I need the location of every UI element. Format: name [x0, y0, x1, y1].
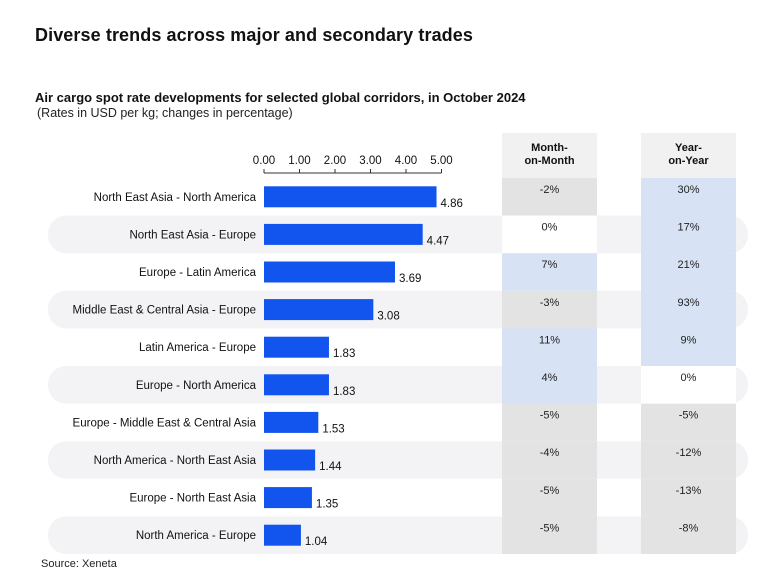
- table-cell: [641, 215, 736, 254]
- bar-value-label: 1.35: [316, 499, 338, 511]
- bar: [264, 374, 329, 396]
- bar-value-label: 1.04: [305, 536, 328, 548]
- table-cell-value: 17%: [677, 222, 699, 234]
- category-label: North East Asia - Europe: [129, 229, 256, 241]
- table-cell-value: -12%: [676, 447, 702, 459]
- bar: [264, 449, 316, 471]
- table-cell-value: 11%: [539, 334, 560, 346]
- table-cell: [641, 178, 736, 216]
- page-title: Diverse trends across major and secondar…: [35, 25, 473, 45]
- table-cell: [641, 516, 736, 554]
- table-cell-value: -3%: [540, 297, 560, 309]
- bar: [264, 524, 301, 546]
- table-cell-value: -13%: [676, 485, 702, 497]
- table-cell-value: 0%: [542, 222, 558, 234]
- bar: [264, 336, 329, 358]
- category-label: North East Asia - North America: [94, 192, 257, 204]
- table-header-label: Year-: [675, 142, 702, 154]
- table-header-label: on-Month: [524, 155, 574, 167]
- bar: [264, 411, 319, 433]
- table-cell: [641, 478, 736, 517]
- table-cell-value: 21%: [677, 259, 699, 271]
- table-cell-value: -5%: [679, 410, 699, 422]
- table-cell-value: -5%: [540, 522, 560, 534]
- table-cell-value: 7%: [542, 259, 558, 271]
- bar: [264, 261, 395, 283]
- table-cell: [502, 215, 597, 254]
- chart-subtitle: (Rates in USD per kg; changes in percent…: [37, 106, 293, 120]
- bar-value-label: 1.83: [333, 386, 355, 398]
- table-header-cell: [641, 133, 736, 178]
- bar: [264, 186, 437, 208]
- category-label: Europe - Latin America: [139, 267, 257, 279]
- table-cell-value: -5%: [540, 485, 560, 497]
- x-tick-label: 0.00: [253, 155, 275, 167]
- table-cell-value: -2%: [540, 184, 560, 196]
- table-cell-value: 30%: [677, 184, 699, 196]
- table-cell: [502, 290, 597, 329]
- table-header-label: on-Year: [668, 155, 709, 167]
- change-table: -2% 0% 7% -3% 11% 4% -5% -4% -5% -5% 30% 17% 21% 93% 9…: [502, 178, 736, 554]
- bar-value-label: 1.53: [322, 423, 344, 435]
- bar-value-label: 4.47: [427, 235, 449, 247]
- table-cell: [502, 516, 597, 554]
- table-cell: [502, 403, 597, 442]
- table-cell-value: -4%: [540, 447, 560, 459]
- table-cell: [641, 328, 736, 366]
- bar-value-label: 3.08: [377, 311, 399, 323]
- table-cell: [502, 328, 597, 366]
- x-tick-label: 2.00: [324, 155, 346, 167]
- category-label: Europe - North America: [136, 380, 257, 392]
- category-labels: North East Asia - North America North Eas…: [73, 192, 257, 542]
- bar: [264, 299, 374, 321]
- bars: 4.86 4.47 3.69 3.08 1.83 1.83 1.53 1.44 1.35 1.04: [264, 186, 463, 548]
- category-label: Europe - North East Asia: [129, 493, 256, 505]
- chart-title: Air cargo spot rate developments for sel…: [35, 90, 526, 105]
- table-cell: [641, 403, 736, 442]
- bar-value-label: 1.44: [319, 461, 342, 473]
- table-cell: [641, 366, 736, 404]
- table-cell-value: 93%: [677, 297, 699, 309]
- bar: [264, 487, 312, 509]
- table-cell: [502, 253, 597, 291]
- table-cell: [641, 253, 736, 291]
- category-label: Middle East & Central Asia - Europe: [73, 305, 256, 317]
- table-cell-value: -8%: [679, 522, 699, 534]
- x-tick-label: 4.00: [395, 155, 417, 167]
- bar-value-label: 4.86: [441, 198, 463, 210]
- category-label: North America - Europe: [136, 530, 256, 542]
- category-label: Latin America - Europe: [139, 342, 256, 354]
- table-cell-value: -5%: [540, 410, 560, 422]
- bar: [264, 223, 423, 245]
- table-cell: [641, 290, 736, 329]
- table-cell: [502, 366, 597, 404]
- table-cell-value: 4%: [542, 372, 558, 384]
- table-cell-value: 9%: [681, 334, 697, 346]
- x-axis: 0.00 1.00 2.00 3.00 4.00 5.00: [253, 155, 453, 174]
- category-label: North America - North East Asia: [94, 455, 257, 467]
- bar-value-label: 3.69: [399, 273, 421, 285]
- x-tick-label: 3.00: [359, 155, 381, 167]
- bar-value-label: 1.83: [333, 348, 355, 360]
- change-table-headers: Month-on-Month Year-on-Year: [502, 133, 736, 178]
- category-label: Europe - Middle East & Central Asia: [73, 417, 257, 429]
- table-cell: [641, 441, 736, 479]
- table-header-cell: [502, 133, 597, 178]
- table-cell: [502, 178, 597, 216]
- table-cell: [502, 478, 597, 517]
- table-header-label: Month-: [531, 142, 568, 154]
- x-tick-label: 5.00: [430, 155, 452, 167]
- source-note: Source: Xeneta: [41, 558, 117, 570]
- table-cell-value: 0%: [681, 372, 697, 384]
- table-cell: [502, 441, 597, 479]
- x-tick-label: 1.00: [288, 155, 310, 167]
